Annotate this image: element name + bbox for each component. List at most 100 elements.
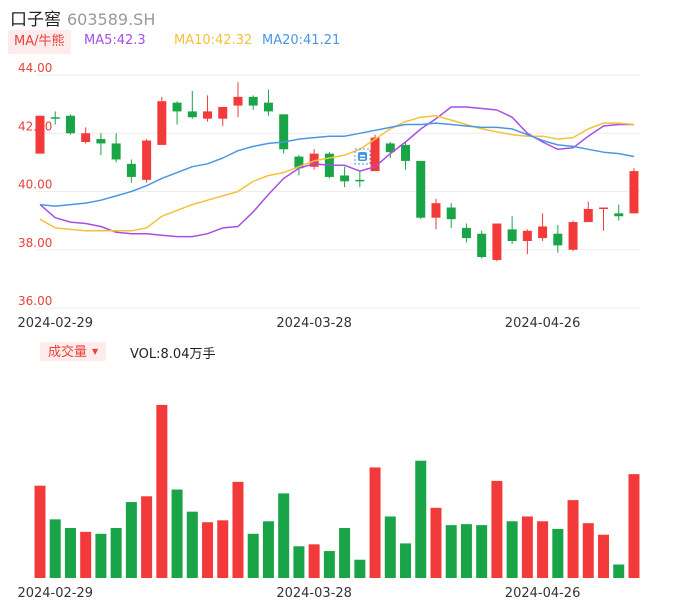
volume-bar[interactable]: [323, 551, 335, 578]
volume-bar[interactable]: [339, 528, 351, 578]
volume-bar[interactable]: [95, 533, 107, 578]
candlestick[interactable]: [492, 223, 502, 262]
candlestick[interactable]: [233, 82, 243, 118]
candlestick[interactable]: [126, 159, 136, 183]
volume-bar[interactable]: [384, 516, 396, 578]
candlestick[interactable]: [583, 201, 593, 223]
volume-bar[interactable]: [628, 474, 640, 578]
volume-bar[interactable]: [476, 525, 488, 578]
ma10-line: [39, 115, 635, 232]
volume-bar[interactable]: [430, 507, 442, 578]
candlestick[interactable]: [568, 220, 578, 252]
stock-name: 口子窖: [10, 10, 61, 30]
volume-bar[interactable]: [415, 460, 427, 578]
candlestick[interactable]: [142, 139, 152, 183]
stock-code: 603589.SH: [67, 10, 156, 29]
candlestick[interactable]: [65, 114, 75, 135]
volume-indicator-toggle[interactable]: 成交量 ▼: [40, 342, 107, 361]
candlestick[interactable]: [96, 133, 106, 156]
volume-bar[interactable]: [613, 564, 625, 578]
candlestick[interactable]: [431, 198, 441, 230]
volume-bar[interactable]: [400, 543, 412, 578]
volume-bar[interactable]: [141, 496, 153, 578]
candle-body: [416, 160, 426, 218]
candlestick[interactable]: [187, 91, 197, 119]
volume-bar[interactable]: [110, 528, 122, 578]
candle-body: [203, 111, 213, 119]
stock-title: 口子窖 603589.SH: [10, 5, 155, 30]
ma20-value: MA20:41.21: [262, 33, 341, 48]
ma10-value: MA10:42.32: [174, 33, 253, 48]
candlestick[interactable]: [507, 216, 517, 244]
volume-bar[interactable]: [460, 524, 472, 578]
candlestick[interactable]: [522, 229, 532, 255]
volume-bar[interactable]: [582, 523, 594, 578]
volume-bar[interactable]: [186, 511, 198, 578]
volume-bar[interactable]: [445, 525, 457, 578]
volume-bar[interactable]: [171, 489, 183, 578]
candlestick[interactable]: [477, 230, 487, 259]
volume-bar[interactable]: [293, 546, 305, 578]
candle-body: [172, 102, 182, 112]
volume-bar[interactable]: [598, 534, 610, 578]
volume-bar[interactable]: [262, 521, 274, 578]
candle-body: [65, 115, 75, 134]
candlestick[interactable]: [309, 149, 319, 170]
volume-bar[interactable]: [49, 519, 61, 578]
candlestick[interactable]: [355, 171, 365, 188]
candlestick[interactable]: [446, 203, 456, 228]
candlestick[interactable]: [538, 213, 548, 242]
volume-bar[interactable]: [232, 481, 244, 578]
volume-bar[interactable]: [369, 467, 381, 578]
volume-bar[interactable]: [125, 502, 137, 578]
x-tick-label: 2024-03-28: [276, 586, 352, 601]
candlestick[interactable]: [157, 96, 167, 145]
volume-bar[interactable]: [537, 521, 549, 578]
candlestick[interactable]: [248, 95, 258, 110]
candlestick[interactable]: [81, 127, 91, 144]
candlestick[interactable]: [263, 89, 273, 116]
ma-indicator-toggle[interactable]: MA/牛熊: [8, 30, 71, 54]
candlestick[interactable]: [614, 204, 624, 221]
y-tick-label: 40.00: [18, 178, 52, 192]
candle-body: [126, 163, 136, 177]
candlestick[interactable]: [294, 155, 304, 176]
candle-body: [248, 96, 258, 106]
candlestick[interactable]: [385, 141, 395, 159]
candlestick[interactable]: [203, 95, 213, 122]
volume-bar[interactable]: [64, 528, 76, 578]
candlestick[interactable]: [461, 223, 471, 243]
x-tick-label: 2024-03-28: [276, 316, 352, 331]
event-marker-icon[interactable]: [354, 148, 371, 165]
candlestick[interactable]: [340, 166, 350, 188]
volume-bar[interactable]: [552, 528, 564, 578]
candlestick[interactable]: [111, 133, 121, 163]
volume-bar[interactable]: [80, 531, 92, 578]
volume-bar[interactable]: [217, 520, 229, 578]
candlestick[interactable]: [416, 160, 426, 220]
candlestick[interactable]: [553, 224, 563, 253]
candlestick[interactable]: [599, 207, 609, 231]
volume-bar[interactable]: [278, 493, 290, 578]
volume-bar[interactable]: [308, 544, 320, 578]
volume-bar[interactable]: [156, 404, 168, 578]
candle-body: [370, 137, 380, 172]
candlestick[interactable]: [35, 115, 45, 154]
candlestick[interactable]: [370, 134, 380, 172]
volume-bar[interactable]: [567, 500, 579, 578]
candlestick[interactable]: [218, 107, 228, 126]
volume-bar[interactable]: [506, 521, 518, 578]
volume-bar[interactable]: [202, 522, 214, 578]
volume-bar[interactable]: [34, 485, 46, 578]
volume-bar[interactable]: [354, 559, 366, 578]
candlestick[interactable]: [172, 101, 182, 125]
candlestick[interactable]: [279, 114, 289, 154]
volume-bar[interactable]: [247, 533, 259, 578]
candlestick[interactable]: [50, 111, 60, 125]
candlestick[interactable]: [401, 141, 411, 170]
volume-bar[interactable]: [521, 516, 533, 578]
volume-bar[interactable]: [491, 480, 503, 578]
candle-body: [340, 175, 350, 182]
candlestick[interactable]: [629, 168, 639, 214]
